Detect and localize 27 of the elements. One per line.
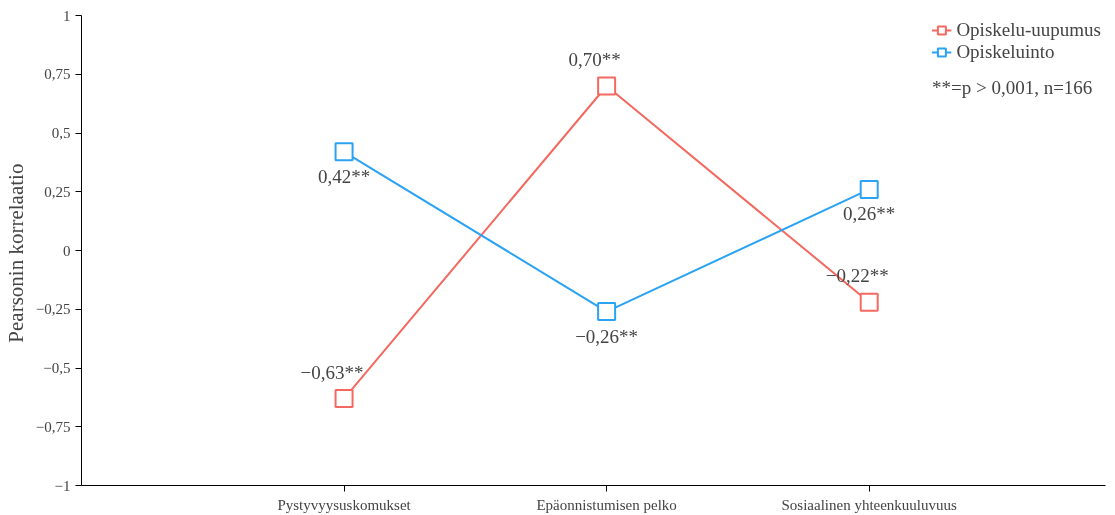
y-tick-label: 0,25 [44,183,71,200]
y-tick-label: 0,75 [44,66,71,83]
y-tick-label: 1 [63,7,71,24]
point [334,142,354,162]
y-axis-title: Pearsonin korrelaatio [3,163,28,343]
x-tick-label: Epäonnistumisen pelko [536,496,677,513]
x-tick-label: Pystyvyysuskomukset [277,496,412,513]
y-tick-label: 0,5 [51,125,71,141]
data-label: 0,26** [843,203,896,225]
y-tick-label: −0,5 [43,360,71,376]
y-tick-label: −0,75 [35,418,71,435]
data-label: 0,42** [317,165,371,187]
y-tick-label: 0 [63,242,71,259]
legend-label: Opiskelu-uupumus [956,19,1101,41]
point [597,76,617,96]
data-label: 0,70** [568,49,621,70]
point [334,389,354,409]
y-tick-label: −1 [54,477,71,494]
y-tick-label: −0,25 [35,301,71,318]
annotation: **=p > 0,001, n=166 [931,76,1093,98]
data-label: −0,63** [300,361,364,383]
data-label: −0,26** [575,325,639,347]
point [859,292,879,312]
point [597,302,617,322]
point [859,179,879,199]
x-tick-label: Sosiaalinen yhteenkuuluvuus [781,496,958,513]
legend-label: Opiskeluinto [956,41,1055,63]
